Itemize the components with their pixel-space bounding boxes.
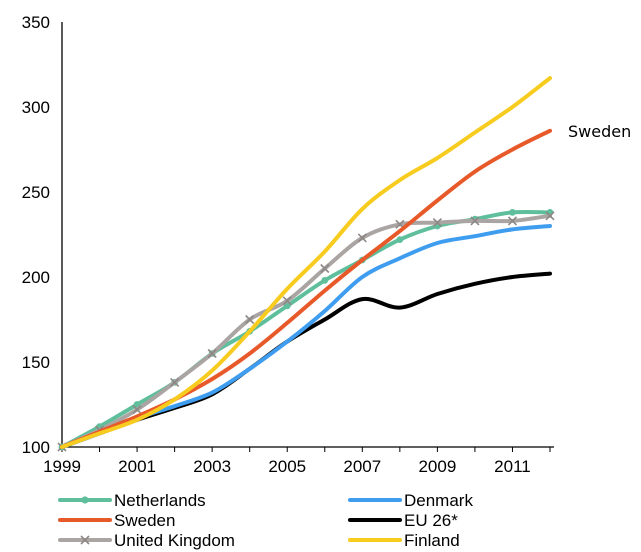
data-point [245,314,255,325]
x-tick-label: 2009 [418,457,456,476]
series-finland [60,76,552,449]
data-point [470,216,480,226]
y-tick-label: 150 [22,353,50,372]
series-line-denmark [60,224,552,449]
series-line-sweden [60,128,552,449]
data-point [282,296,292,306]
data-point [321,277,329,284]
data-point [207,348,217,359]
legend-item-united-kingdom: United Kingdom [58,531,235,550]
legend-label: Denmark [404,491,473,510]
series-denmark [60,224,552,449]
legend-item-eu-26: EU 26* [348,511,458,530]
x-tick-label: 2003 [193,457,231,476]
x-tick-label: 2005 [268,457,306,476]
data-point [432,218,442,228]
x-tick-label: 2001 [118,457,156,476]
legend-item-finland: Finland [348,531,460,550]
x-axis-ticks: 1999 2001 2003 2005 2007 2009 2011 [43,447,551,476]
data-point [545,211,555,221]
data-point [507,216,518,226]
data-point [320,263,330,274]
y-tick-label: 100 [22,438,50,457]
legend-label: Netherlands [114,491,206,510]
axes [61,22,554,448]
y-tick-label: 200 [22,268,50,287]
y-tick-label: 300 [22,98,50,117]
x-tick-label: 1999 [43,457,81,476]
sweden-annotation: Sweden [568,122,631,141]
data-point [509,209,516,216]
data-point [132,405,142,415]
legend-item-denmark: Denmark [348,491,473,510]
legend-label: Finland [404,531,460,550]
data-point [357,233,367,243]
y-tick-label: 250 [22,183,50,202]
x-tick-label: 2011 [494,457,531,476]
data-point [170,377,180,387]
legend-item-sweden: Sweden [58,511,175,530]
data-point [396,236,404,244]
y-axis-ticks: 100 150 200 250 300 350 [22,13,50,457]
series-sweden [60,128,552,449]
legend: Netherlands Denmark Sweden EU 26* United Kin… [58,491,473,550]
legend-item-netherlands: Netherlands [58,491,206,510]
x-tick-label: 2007 [343,457,381,476]
legend-marker [80,535,90,545]
legend-label: United Kingdom [114,531,235,550]
y-tick-label: 350 [22,13,50,32]
series-layer [57,76,555,452]
legend-label: Sweden [114,511,175,530]
legend-label: EU 26* [404,511,458,530]
series-line-finland [60,76,552,449]
legend-marker [81,496,89,504]
